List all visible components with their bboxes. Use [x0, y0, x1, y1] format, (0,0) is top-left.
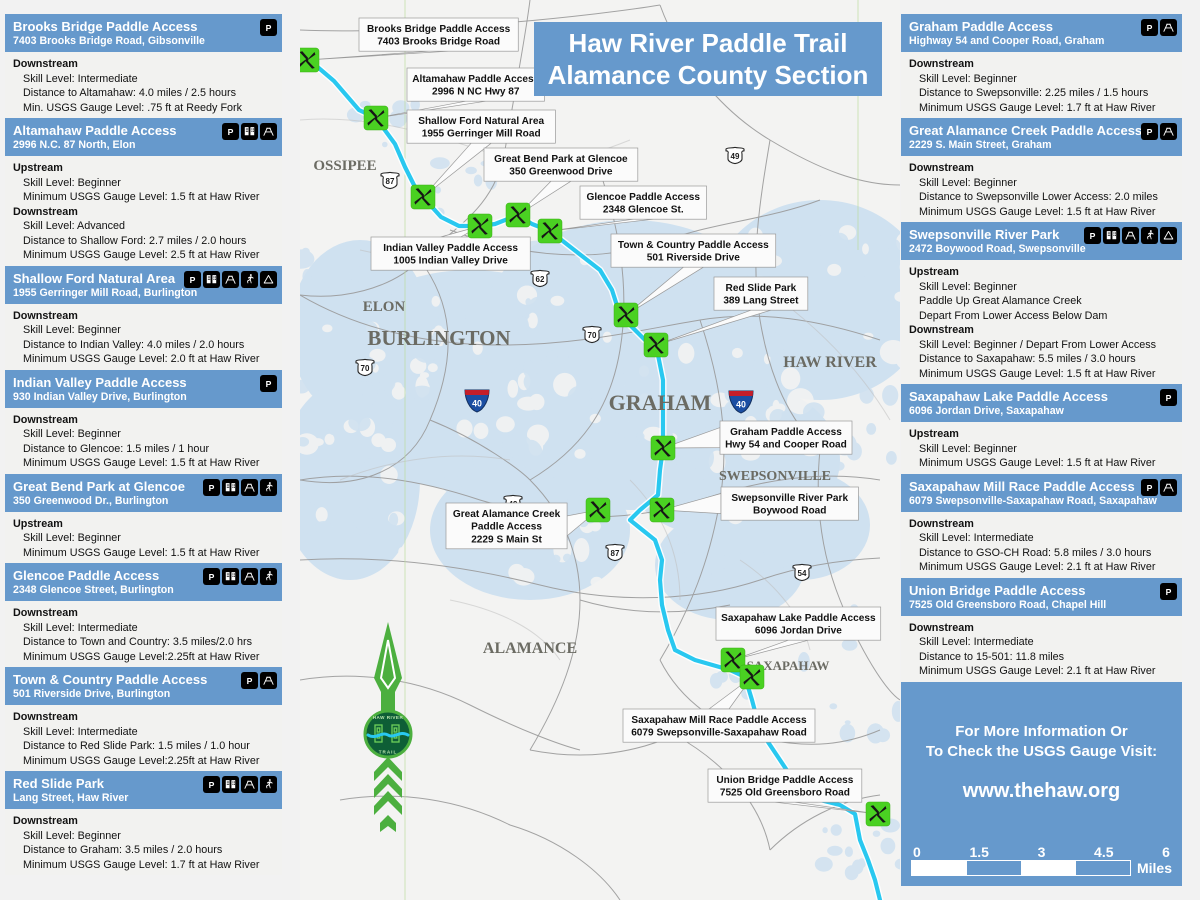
svg-text:62: 62 — [536, 275, 545, 284]
svg-text:P: P — [1147, 127, 1153, 137]
svg-text:1005 Indian Valley Drive: 1005 Indian Valley Drive — [393, 256, 508, 267]
svg-text:Indian Valley Paddle Access: Indian Valley Paddle Access — [383, 243, 518, 254]
svg-text:Red Slide Park: Red Slide Park — [726, 283, 797, 294]
svg-text:P: P — [266, 378, 272, 388]
svg-text:Paddle Access: Paddle Access — [471, 522, 542, 533]
svg-text:GRAHAM: GRAHAM — [609, 390, 712, 415]
svg-text:P: P — [209, 572, 215, 582]
svg-text:P: P — [1166, 393, 1172, 403]
svg-text:2229 S Main St: 2229 S Main St — [471, 534, 542, 545]
svg-text:Glencoe Paddle Access: Glencoe Paddle Access — [587, 192, 701, 203]
svg-text:Saxapahaw Mill Race Paddle Acc: Saxapahaw Mill Race Paddle Access — [631, 715, 807, 726]
svg-text:Great Bend Park at Glencoe: Great Bend Park at Glencoe — [494, 154, 628, 165]
svg-text:P: P — [190, 274, 196, 284]
svg-text:P: P — [247, 676, 253, 686]
svg-text:40: 40 — [472, 399, 482, 409]
svg-text:87: 87 — [611, 549, 620, 558]
svg-text:Saxapahaw Lake Paddle Access: Saxapahaw Lake Paddle Access — [721, 613, 876, 624]
svg-text:OSSIPEE: OSSIPEE — [313, 158, 376, 174]
svg-text:P: P — [209, 482, 215, 492]
svg-text:SWEPSONVILLE: SWEPSONVILLE — [719, 469, 831, 484]
svg-text:87: 87 — [386, 177, 395, 186]
svg-text:ALAMANCE: ALAMANCE — [483, 640, 577, 657]
svg-text:49: 49 — [731, 152, 740, 161]
svg-text:Swepsonville River Park: Swepsonville River Park — [731, 493, 848, 504]
svg-text:2996 N NC Hwy 87: 2996 N NC Hwy 87 — [432, 87, 520, 98]
svg-text:P: P — [228, 127, 234, 137]
svg-text:Brooks Bridge Paddle Access: Brooks Bridge Paddle Access — [367, 24, 511, 35]
svg-text:Hwy 54 and Cooper Road: Hwy 54 and Cooper Road — [725, 440, 847, 451]
svg-text:Shallow Ford Natural Area: Shallow Ford Natural Area — [418, 116, 544, 127]
svg-text:P: P — [209, 780, 215, 790]
svg-text:Great Alamance Creek: Great Alamance Creek — [453, 509, 561, 520]
svg-text:70: 70 — [588, 331, 597, 340]
svg-text:P: P — [1147, 482, 1153, 492]
svg-text:6096 Jordan Drive: 6096 Jordan Drive — [755, 626, 842, 637]
svg-text:P: P — [1166, 586, 1172, 596]
svg-text:BURLINGTON: BURLINGTON — [367, 326, 510, 350]
svg-text:2348 Glencoe St.: 2348 Glencoe St. — [603, 205, 684, 216]
svg-text:Altamahaw Paddle Access: Altamahaw Paddle Access — [412, 74, 539, 85]
svg-text:HAW RIVER: HAW RIVER — [783, 354, 877, 371]
svg-text:70: 70 — [361, 364, 370, 373]
svg-text:Graham Paddle Access: Graham Paddle Access — [730, 427, 842, 438]
svg-text:P: P — [266, 23, 272, 33]
svg-text:HAW RIVER: HAW RIVER — [373, 715, 404, 720]
svg-text:6079 Swepsonville-Saxapahaw Ro: 6079 Swepsonville-Saxapahaw Road — [631, 728, 807, 739]
svg-text:54: 54 — [798, 569, 807, 578]
svg-text:Town & Country Paddle Access: Town & Country Paddle Access — [618, 240, 769, 251]
svg-text:7403 Brooks Bridge Road: 7403 Brooks Bridge Road — [377, 37, 500, 48]
svg-text:389 Lang Street: 389 Lang Street — [723, 296, 799, 307]
svg-text:40: 40 — [736, 400, 746, 410]
svg-text:TRAIL: TRAIL — [379, 750, 398, 755]
svg-text:7525 Old Greensboro Road: 7525 Old Greensboro Road — [720, 788, 850, 799]
svg-text:P: P — [1147, 23, 1153, 33]
svg-text:P: P — [1090, 231, 1096, 241]
svg-text:ELON: ELON — [363, 299, 406, 315]
svg-text:Boywood Road: Boywood Road — [753, 506, 826, 517]
svg-text:1955 Gerringer Mill Road: 1955 Gerringer Mill Road — [422, 129, 541, 140]
svg-text:350 Greenwood Drive: 350 Greenwood Drive — [509, 167, 613, 178]
svg-text:501 Riverside Drive: 501 Riverside Drive — [647, 253, 741, 264]
svg-text:Union Bridge Paddle Access: Union Bridge Paddle Access — [716, 775, 853, 786]
